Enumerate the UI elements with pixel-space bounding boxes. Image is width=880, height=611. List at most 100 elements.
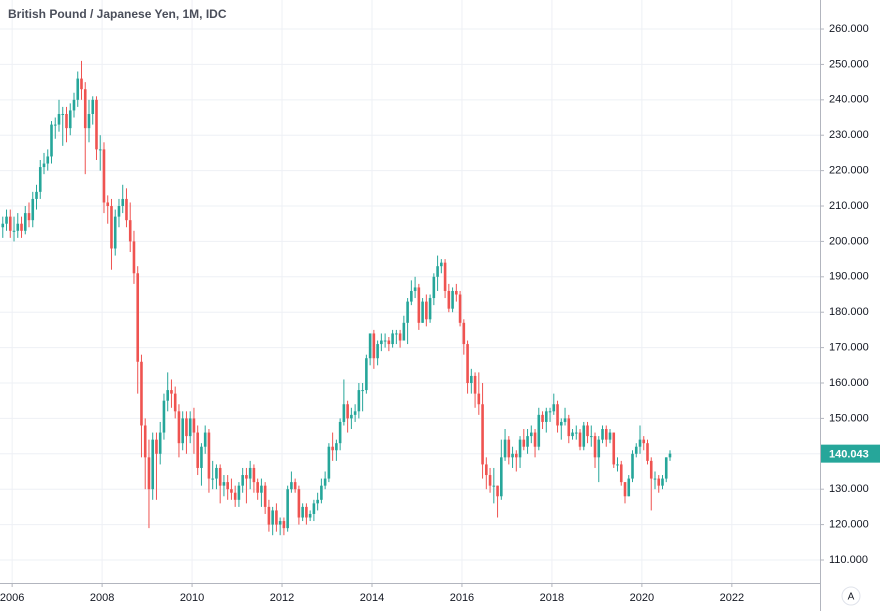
- candle-body: [353, 411, 357, 415]
- candle-body: [631, 453, 634, 479]
- candle-body: [481, 404, 484, 465]
- y-tick-label: 130.000: [829, 483, 869, 495]
- candle-body: [263, 485, 267, 507]
- candle-body: [83, 89, 87, 129]
- x-tick-label: 2006: [0, 592, 24, 604]
- candle-body: [608, 432, 612, 440]
- candle-body: [503, 439, 507, 458]
- candle-body: [252, 467, 256, 483]
- candle-body: [342, 404, 346, 422]
- candle-body: [297, 489, 301, 518]
- candle-body: [623, 482, 627, 497]
- candle-body: [308, 513, 312, 518]
- candle-body: [548, 411, 552, 413]
- candle-body: [61, 113, 65, 115]
- candle-body: [290, 482, 293, 490]
- candle-body: [458, 294, 462, 323]
- candle-body: [559, 421, 563, 426]
- candle-body: [162, 400, 166, 433]
- candle-body: [166, 390, 170, 401]
- x-tick-label: 2012: [270, 592, 294, 604]
- candle-body: [425, 301, 428, 320]
- candle-body: [533, 432, 537, 447]
- candle-body: [529, 432, 533, 437]
- candle-body: [634, 446, 638, 454]
- candle-body: [95, 99, 98, 150]
- candle-body: [132, 241, 136, 274]
- candle-body: [110, 206, 113, 249]
- candle-body: [477, 393, 481, 405]
- candle-body: [158, 432, 162, 454]
- candle-body: [282, 521, 286, 529]
- candle-body: [91, 99, 95, 114]
- candle-body: [237, 485, 241, 500]
- candle-body: [20, 223, 23, 231]
- candle-body: [27, 213, 31, 221]
- y-tick-label: 170.000: [829, 342, 869, 354]
- candle-body: [331, 446, 334, 451]
- x-tick-label: 2020: [630, 592, 654, 604]
- candle-body: [350, 414, 353, 419]
- candle-body: [473, 375, 477, 394]
- candles: [1, 60, 672, 536]
- candle-body: [589, 436, 593, 438]
- candle-body: [451, 290, 454, 309]
- candle-body: [50, 124, 53, 157]
- candle-body: [275, 510, 278, 525]
- candle-body: [196, 432, 199, 468]
- candle-body: [102, 149, 106, 203]
- candle-body: [155, 439, 158, 454]
- candle-body: [23, 213, 27, 231]
- candle-body: [428, 298, 432, 320]
- auto-scale-button[interactable]: [841, 586, 861, 606]
- candle-body: [380, 340, 383, 345]
- candle-body: [365, 358, 368, 391]
- candle-body: [211, 478, 214, 480]
- candle-body: [571, 432, 574, 437]
- candle-body: [649, 460, 653, 479]
- candle-body: [140, 361, 143, 426]
- y-tick-label: 120.000: [829, 519, 869, 531]
- candle-body: [46, 156, 50, 164]
- candle-body: [511, 453, 514, 458]
- candle-body: [496, 485, 499, 497]
- candle-body: [440, 262, 443, 267]
- auto-scale-label[interactable]: A: [848, 592, 855, 603]
- candle-body: [436, 266, 439, 277]
- x-tick-label: 2018: [540, 592, 564, 604]
- candle-body: [391, 333, 394, 345]
- candle-body: [601, 429, 604, 440]
- candle-body: [215, 467, 218, 479]
- candle-body: [544, 411, 548, 422]
- y-tick-label: 180.000: [829, 306, 869, 318]
- candle-body: [668, 453, 672, 458]
- y-tick-label: 150.000: [829, 412, 869, 424]
- candle-body: [42, 163, 46, 168]
- y-tick-label: 260.000: [829, 23, 869, 35]
- candle-body: [485, 464, 488, 476]
- candle-body: [53, 124, 57, 126]
- last-price-box: [821, 444, 880, 463]
- x-tick-label: 2014: [360, 592, 384, 604]
- candle-body: [612, 432, 616, 465]
- candle-body: [188, 418, 192, 437]
- candle-body: [518, 439, 522, 458]
- candle-body: [203, 432, 207, 447]
- candle-body: [200, 446, 203, 468]
- candle-body: [177, 411, 181, 444]
- candle-body: [151, 439, 155, 490]
- candle-body: [38, 167, 42, 192]
- y-tick-label: 200.000: [829, 235, 869, 247]
- candle-body: [466, 344, 469, 384]
- candle-body: [106, 202, 110, 207]
- candle-body: [383, 340, 387, 342]
- candle-body: [376, 344, 379, 359]
- y-tick-label: 250.000: [829, 58, 869, 70]
- candle-body: [293, 482, 297, 490]
- candle-body: [500, 457, 503, 497]
- candle-body: [286, 489, 289, 529]
- candle-body: [368, 333, 372, 359]
- candle-body: [192, 418, 196, 433]
- candle-body: [170, 390, 173, 394]
